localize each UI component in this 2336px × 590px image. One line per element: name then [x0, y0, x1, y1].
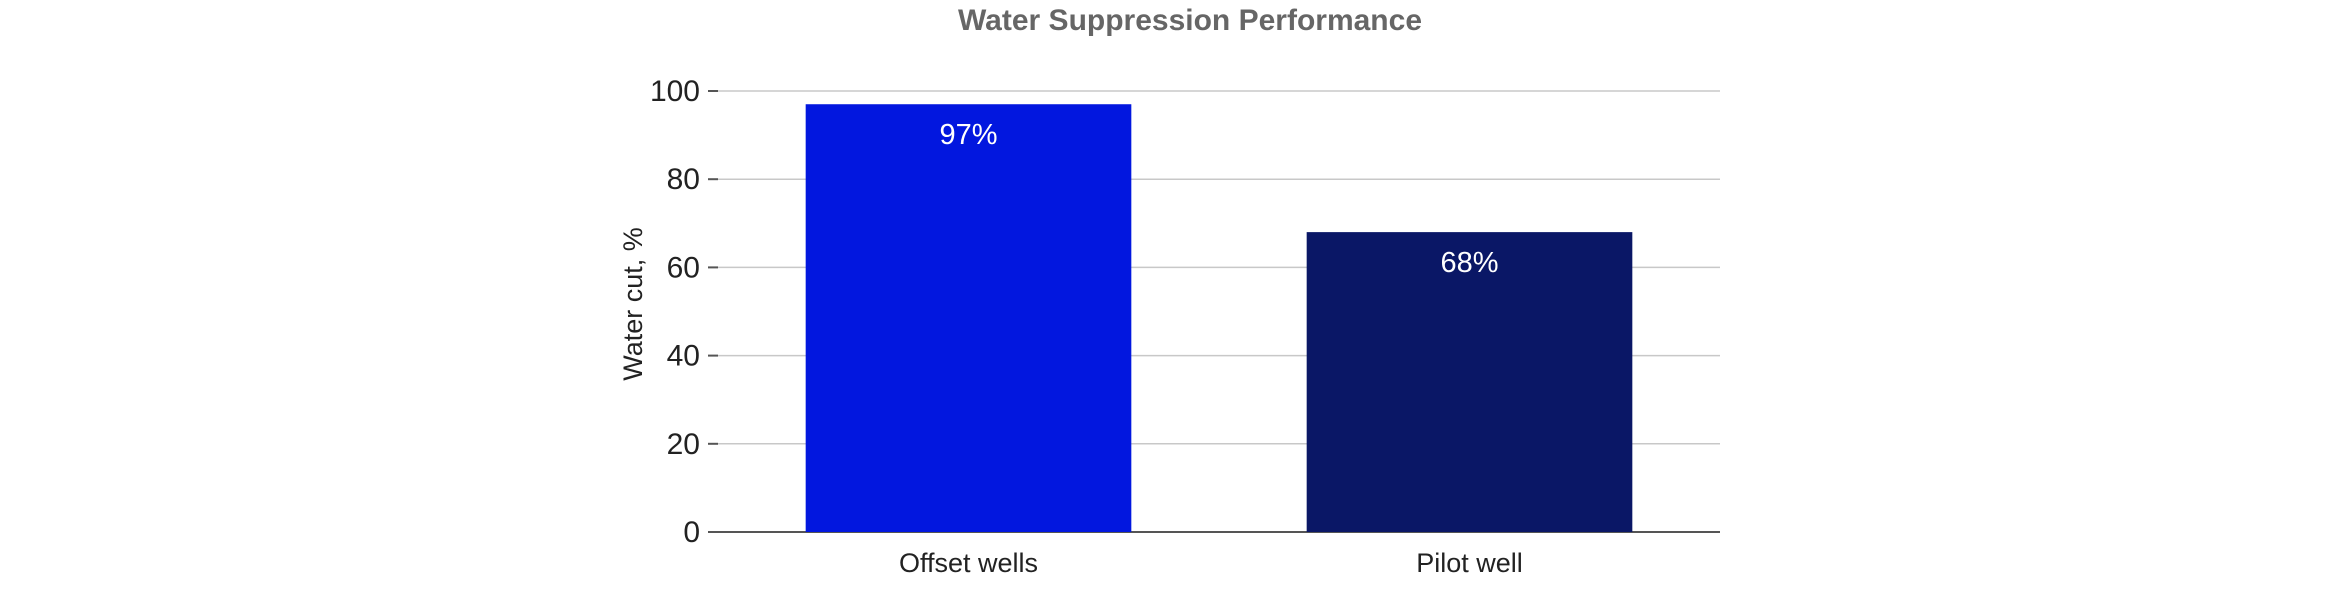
- bar: [805, 104, 1132, 532]
- bar-value-label: 68%: [1440, 247, 1498, 279]
- y-tick-label: 0: [683, 516, 700, 549]
- bars: [805, 104, 1633, 532]
- x-category-label: Pilot well: [1416, 548, 1523, 578]
- y-axis-ticks: 0 20 40 60 80 100: [650, 75, 718, 549]
- chart-title: Water Suppression Performance: [958, 4, 1422, 37]
- x-axis-categories: Offset wells Pilot well: [899, 548, 1523, 578]
- bar-value-label: 97%: [939, 119, 997, 151]
- y-axis-title: Water cut, %: [618, 227, 648, 381]
- y-tick-label: 20: [667, 428, 700, 461]
- y-tick-label: 40: [667, 340, 700, 373]
- data-labels: 97% 68%: [939, 119, 1498, 279]
- y-tick-label: 80: [667, 163, 700, 196]
- y-tick-label: 60: [667, 251, 700, 284]
- y-tick-label: 100: [650, 75, 700, 108]
- bar: [1306, 232, 1633, 532]
- x-category-label: Offset wells: [899, 548, 1038, 578]
